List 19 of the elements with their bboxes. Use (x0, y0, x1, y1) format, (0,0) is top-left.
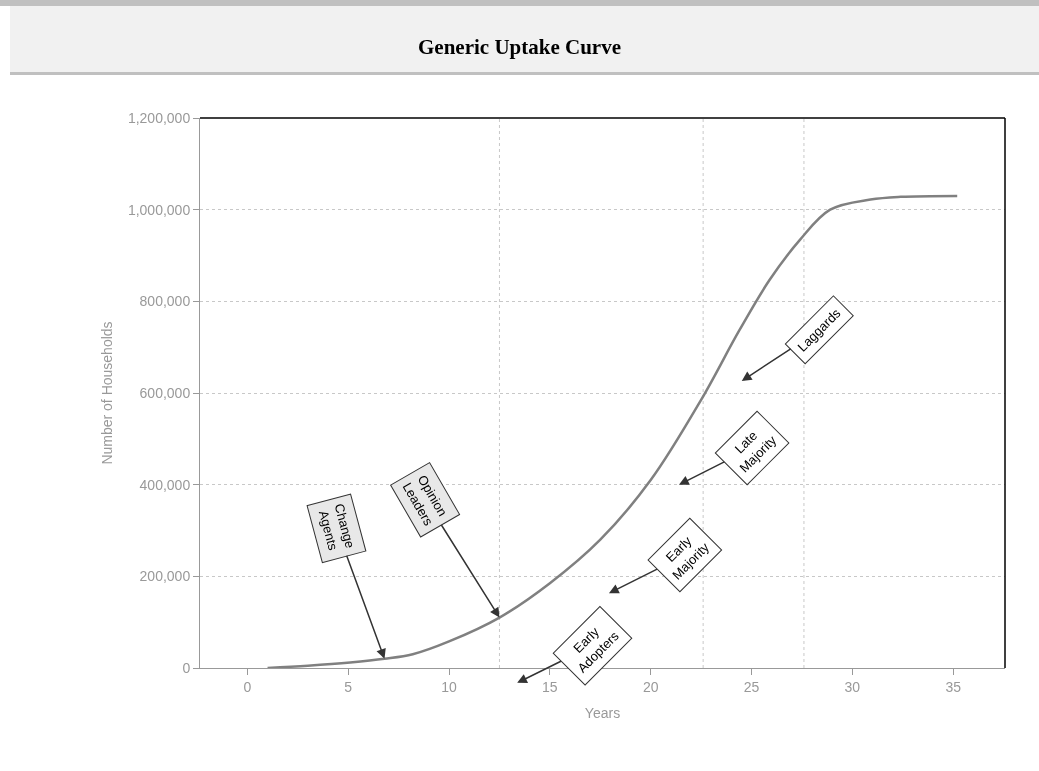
y-tick-label: 1,000,000 (127, 201, 191, 218)
y-tick-label: 600,000 (139, 384, 191, 401)
y-tick-label: 800,000 (139, 293, 191, 310)
x-tick-label: 15 (542, 678, 558, 695)
x-tick-label: 25 (743, 678, 760, 695)
x-tick-label: 10 (441, 678, 458, 695)
x-axis-title: Years (584, 705, 621, 722)
y-tick-label: 200,000 (139, 568, 191, 585)
y-tick-label: 1,200,000 (127, 109, 191, 126)
y-axis-title: Number of Households (98, 321, 115, 465)
annotation: Change Agents (315, 501, 358, 553)
x-tick-label: 30 (844, 678, 861, 695)
x-tick-label: 5 (344, 678, 353, 695)
chart-title: Generic Uptake Curve (418, 34, 621, 59)
x-tick-label: 35 (945, 678, 962, 695)
y-tick-label: 400,000 (139, 476, 191, 493)
y-tick-label: 0 (182, 659, 191, 676)
x-tick-label: 20 (642, 678, 659, 695)
x-tick-label: 0 (243, 678, 252, 695)
